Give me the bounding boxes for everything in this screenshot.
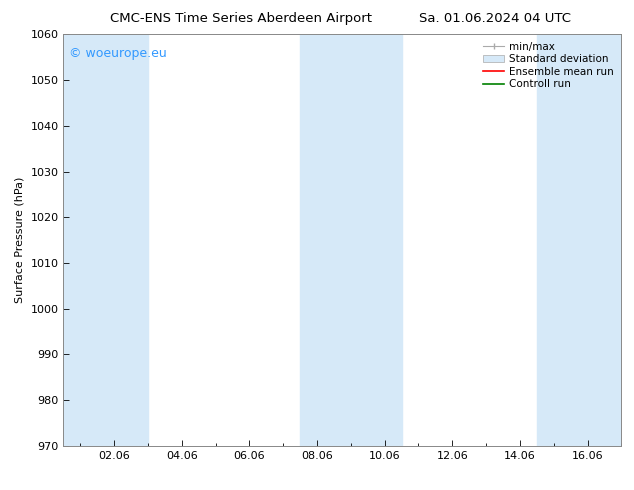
Bar	[300, 34, 401, 446]
Text: CMC-ENS Time Series Aberdeen Airport: CMC-ENS Time Series Aberdeen Airport	[110, 12, 372, 25]
Y-axis label: Surface Pressure (hPa): Surface Pressure (hPa)	[15, 177, 25, 303]
Text: © woeurope.eu: © woeurope.eu	[69, 47, 167, 60]
Text: Sa. 01.06.2024 04 UTC: Sa. 01.06.2024 04 UTC	[418, 12, 571, 25]
Legend: min/max, Standard deviation, Ensemble mean run, Controll run: min/max, Standard deviation, Ensemble me…	[481, 40, 616, 92]
Bar	[537, 34, 621, 446]
Bar	[63, 34, 148, 446]
